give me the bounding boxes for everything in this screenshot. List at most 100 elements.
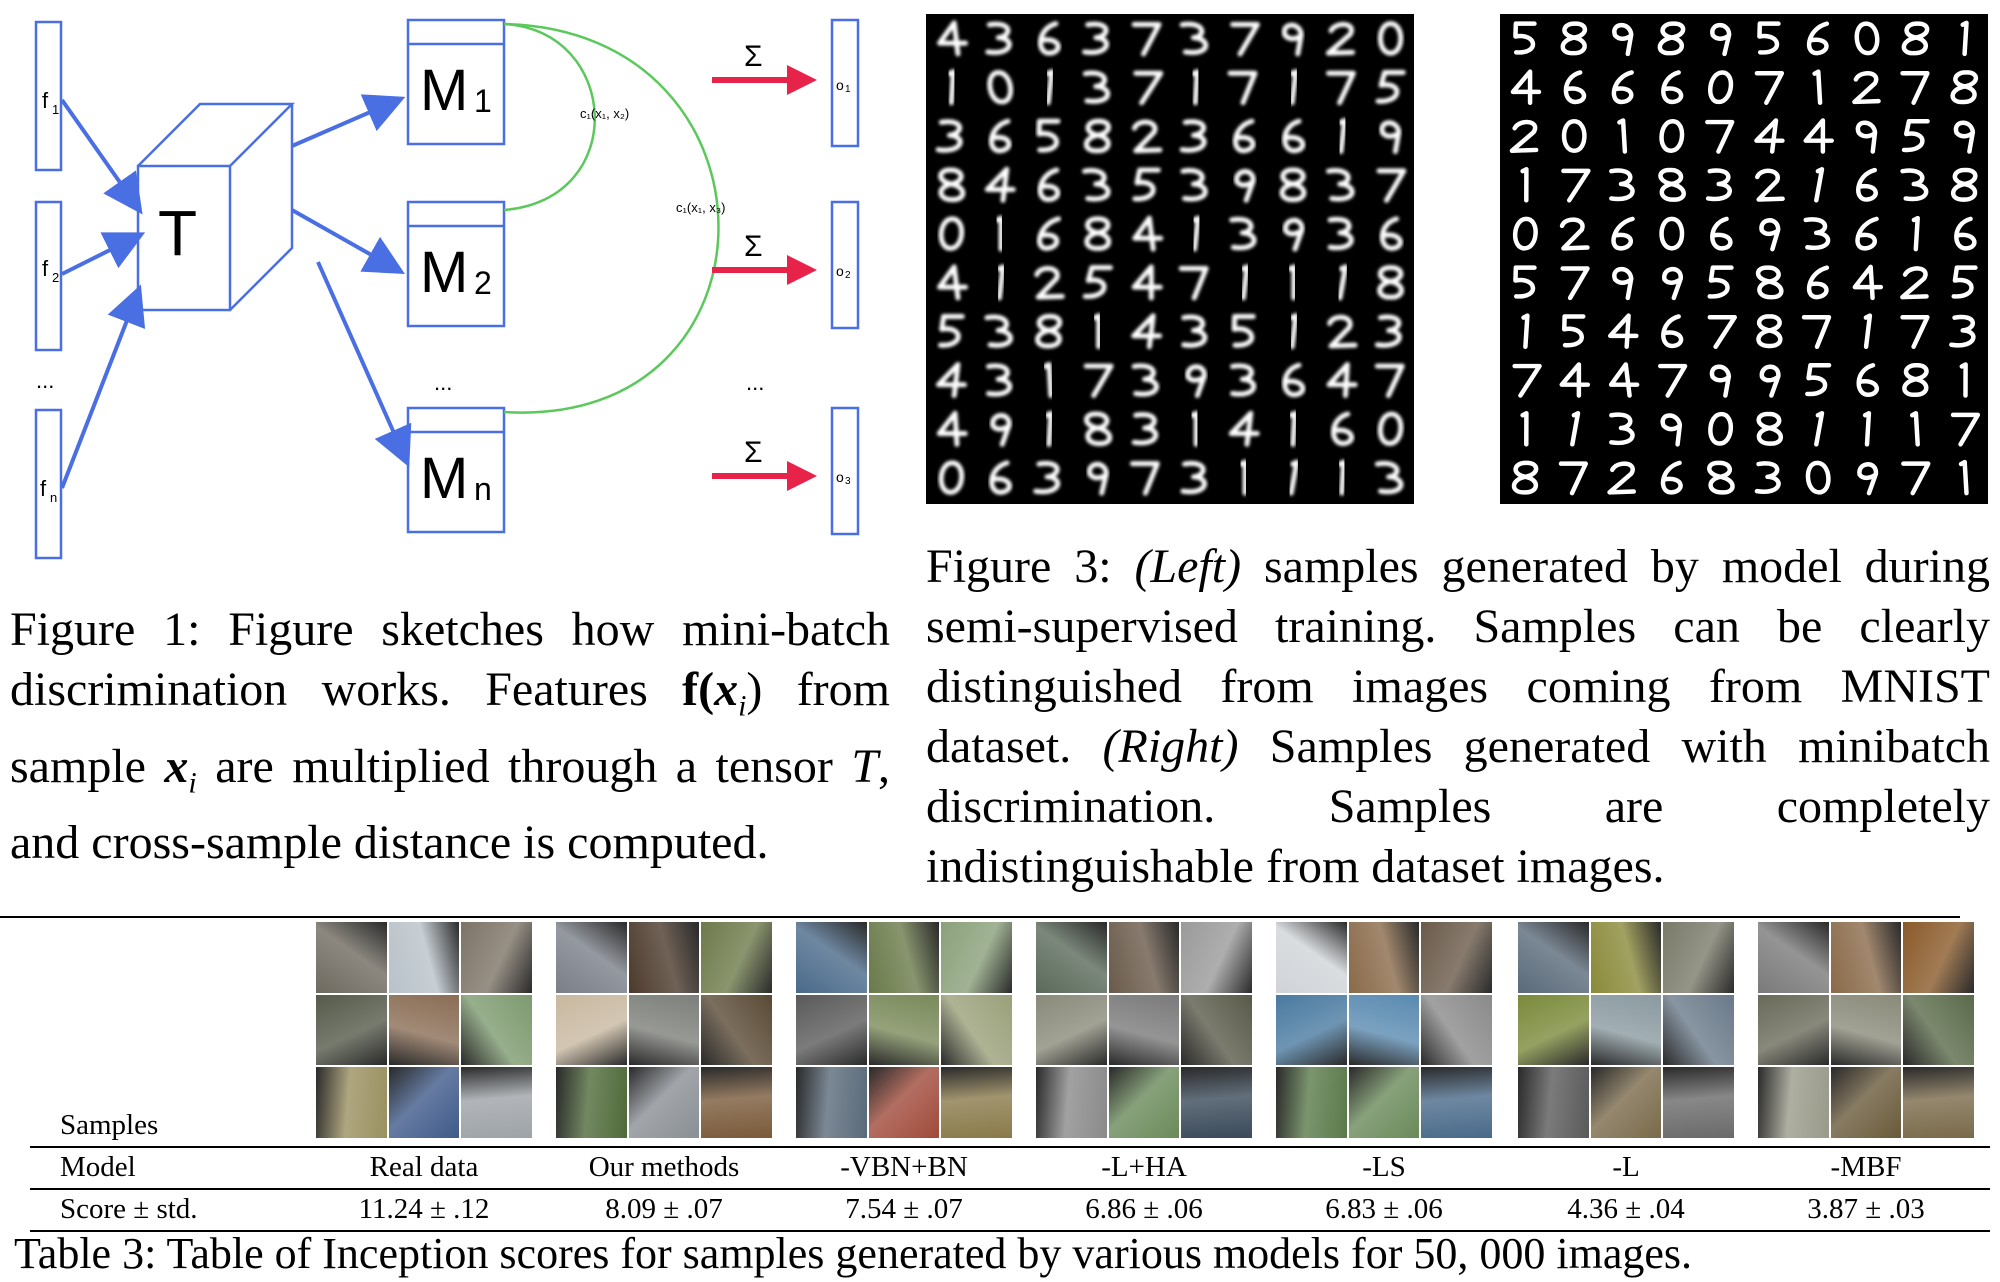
input-label-2: f xyxy=(42,256,49,281)
digit-sample xyxy=(1511,460,1539,495)
sample-thumb xyxy=(1518,1067,1589,1138)
digit-sample xyxy=(1902,363,1929,397)
sample-thumb xyxy=(1830,1067,1902,1138)
digit-sample xyxy=(1326,361,1358,399)
model-name-6: -MBF xyxy=(1830,1151,1902,1183)
digit-sample xyxy=(1857,462,1879,496)
tensor-label: T xyxy=(158,197,197,269)
digit-sample xyxy=(1038,21,1061,56)
digit-sample xyxy=(1950,167,1978,202)
digit-sample xyxy=(1178,265,1209,301)
digit-sample xyxy=(1862,411,1872,447)
matrix-sub-n: n xyxy=(474,471,492,507)
sample-thumb xyxy=(1181,922,1252,993)
digit-sample xyxy=(990,413,1012,447)
digit-sample xyxy=(1288,410,1298,447)
digit-sample xyxy=(1756,411,1783,446)
digit-sample xyxy=(1129,461,1160,496)
sample-thumb xyxy=(796,1067,867,1138)
digit-sample xyxy=(1240,264,1250,301)
sample-thumb xyxy=(461,994,532,1066)
digit-sample xyxy=(1230,21,1260,57)
digit-sample xyxy=(1710,216,1733,251)
output-1: o 1 xyxy=(830,18,860,148)
digit-sample xyxy=(1287,264,1297,301)
digit-sample xyxy=(1814,167,1825,203)
matrix-1: M 1 xyxy=(406,18,506,146)
digit-sample xyxy=(1375,69,1406,104)
digit-sample xyxy=(1558,461,1588,496)
digit-sample xyxy=(1707,315,1737,349)
digit-sample xyxy=(1954,216,1977,251)
digit-sample xyxy=(1559,362,1591,398)
digit-sample xyxy=(1611,216,1635,251)
digit-sample xyxy=(1560,266,1590,301)
digit-sample xyxy=(1806,265,1830,300)
digit-sample xyxy=(1561,168,1591,203)
digit-sample xyxy=(1191,69,1200,106)
digit-sample xyxy=(1131,313,1163,350)
digit-sample xyxy=(1911,215,1920,252)
digit-sample xyxy=(937,264,969,301)
digit-sample xyxy=(1759,218,1781,252)
digit-sample xyxy=(1510,69,1542,105)
digit-sample xyxy=(1087,461,1109,496)
digit-sample xyxy=(1034,266,1065,300)
digit-sample xyxy=(1951,265,1978,299)
digit-sample xyxy=(1660,460,1683,495)
mnist-left-grid xyxy=(935,20,1407,496)
sum-symbol-1: Σ xyxy=(744,40,763,73)
digit-sample xyxy=(1083,363,1114,399)
sample-thumb xyxy=(1421,922,1492,993)
sample-thumb xyxy=(1590,994,1662,1066)
digit-sample xyxy=(1609,412,1635,446)
digit-sample xyxy=(1754,118,1785,154)
digit-sample xyxy=(1855,216,1879,251)
sample-thumb xyxy=(701,1067,772,1138)
digit-sample xyxy=(1379,216,1403,251)
digit-sample xyxy=(1279,167,1307,203)
input-sub-1: 1 xyxy=(52,102,59,117)
sample-thumb xyxy=(1830,994,1902,1066)
output-label-2: o xyxy=(836,263,844,279)
digit-sample xyxy=(1179,21,1209,55)
digit-sample xyxy=(1185,364,1207,399)
sample-thumb xyxy=(868,922,940,993)
digit-sample xyxy=(1660,413,1683,447)
model-name-3: -L+HA xyxy=(1101,1151,1187,1183)
digit-sample xyxy=(1854,21,1880,56)
output-3: o 3 xyxy=(830,406,860,536)
digit-sample xyxy=(1806,21,1830,56)
input-label-1: f xyxy=(42,88,49,113)
digit-sample xyxy=(1325,22,1356,56)
digit-sample xyxy=(1960,20,1969,57)
digit-sample xyxy=(1377,411,1404,447)
table-mid-rule xyxy=(30,1146,1990,1148)
score-value-6: 3.87 ± .03 xyxy=(1807,1193,1925,1225)
digit-sample xyxy=(1950,412,1981,447)
digit-sample xyxy=(938,313,965,348)
digit-sample xyxy=(1191,215,1201,252)
sample-thumb xyxy=(1036,994,1107,1066)
mnist-right-grid xyxy=(1509,20,1981,496)
sample-thumb xyxy=(941,994,1012,1066)
digit-sample xyxy=(1755,168,1785,202)
input-feature-2: f 2 xyxy=(34,200,63,352)
digit-sample xyxy=(984,166,1016,203)
sum-arrow-2: Σ xyxy=(712,230,817,285)
digit-sample xyxy=(1617,118,1628,154)
digit-sample xyxy=(938,216,965,251)
digit-sample xyxy=(1035,313,1063,349)
digit-sample xyxy=(1901,461,1931,496)
sample-thumb xyxy=(1348,922,1420,993)
digit-sample xyxy=(1705,168,1732,202)
input-ellipsis: ... xyxy=(36,368,54,393)
figure-1-text-d: , and cross-sample distance is computed. xyxy=(10,739,891,870)
sample-grid-4 xyxy=(1276,922,1492,1138)
sample-thumb xyxy=(388,922,460,993)
sample-thumb xyxy=(1036,1067,1107,1138)
output-sub-1: 1 xyxy=(845,84,851,95)
input-sub-2: 2 xyxy=(52,270,59,285)
digit-sample xyxy=(1661,314,1684,349)
sample-grid-0 xyxy=(316,922,532,1138)
